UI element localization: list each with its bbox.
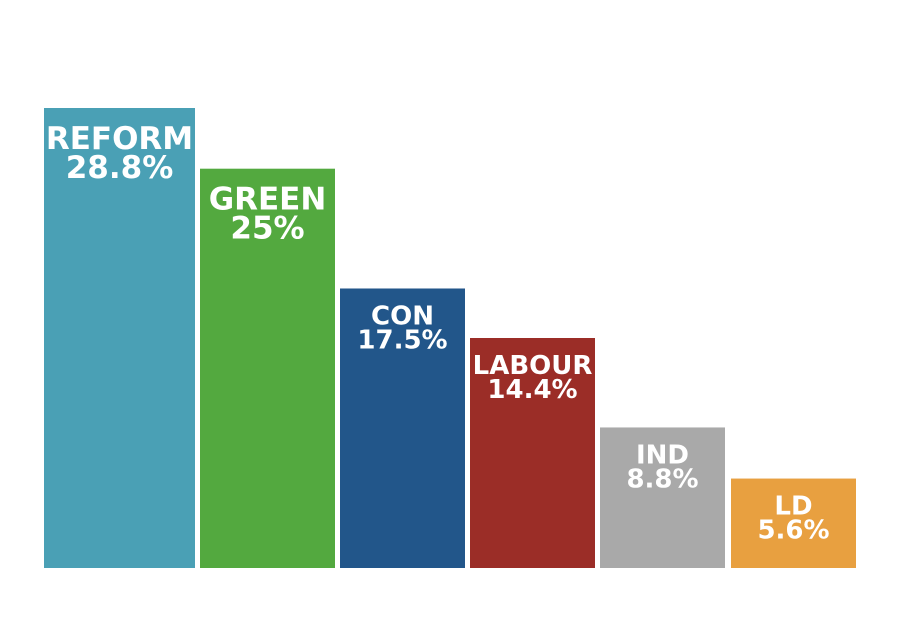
bar-value-label: 17.5% <box>357 325 447 355</box>
bar-category-label: LABOUR <box>473 351 593 381</box>
bar-ind <box>600 427 725 568</box>
bar-value-label: 25% <box>230 211 304 247</box>
bar-labour <box>470 338 595 568</box>
bar-value-label: 5.6% <box>757 516 829 546</box>
bar-category-label: LD <box>774 492 812 522</box>
bar-category-label: REFORM <box>46 121 193 157</box>
bar-category-label: CON <box>371 301 434 331</box>
bar-category-label: IND <box>636 440 689 470</box>
bar-value-label: 28.8% <box>66 150 174 186</box>
bar-ld <box>731 478 856 568</box>
bar-category-label: GREEN <box>209 182 327 218</box>
bar-reform <box>44 108 195 568</box>
bar-value-label: 14.4% <box>487 375 577 405</box>
bar-value-label: 8.8% <box>626 464 698 494</box>
bar-con <box>340 288 465 568</box>
bar-green <box>200 168 335 568</box>
